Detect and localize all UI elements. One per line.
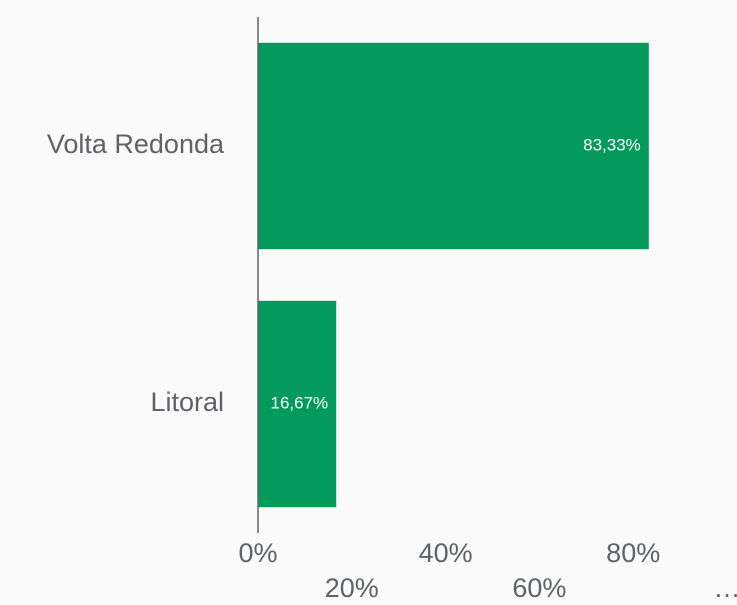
bar xyxy=(258,42,649,250)
x-tick-label: 80% xyxy=(606,538,660,568)
bar xyxy=(258,300,337,508)
x-tick-label: 60% xyxy=(512,573,566,603)
x-tick-label: 20% xyxy=(325,573,379,603)
bar-value-label: 16,67% xyxy=(271,393,329,412)
category-label: Litoral xyxy=(150,387,224,417)
bar-value-label: 83,33% xyxy=(583,135,641,154)
category-label: Volta Redonda xyxy=(47,129,225,159)
x-tick-label: 0% xyxy=(238,538,277,568)
x-tick-label: 40% xyxy=(419,538,473,568)
x-tick-label: … xyxy=(714,573,737,603)
